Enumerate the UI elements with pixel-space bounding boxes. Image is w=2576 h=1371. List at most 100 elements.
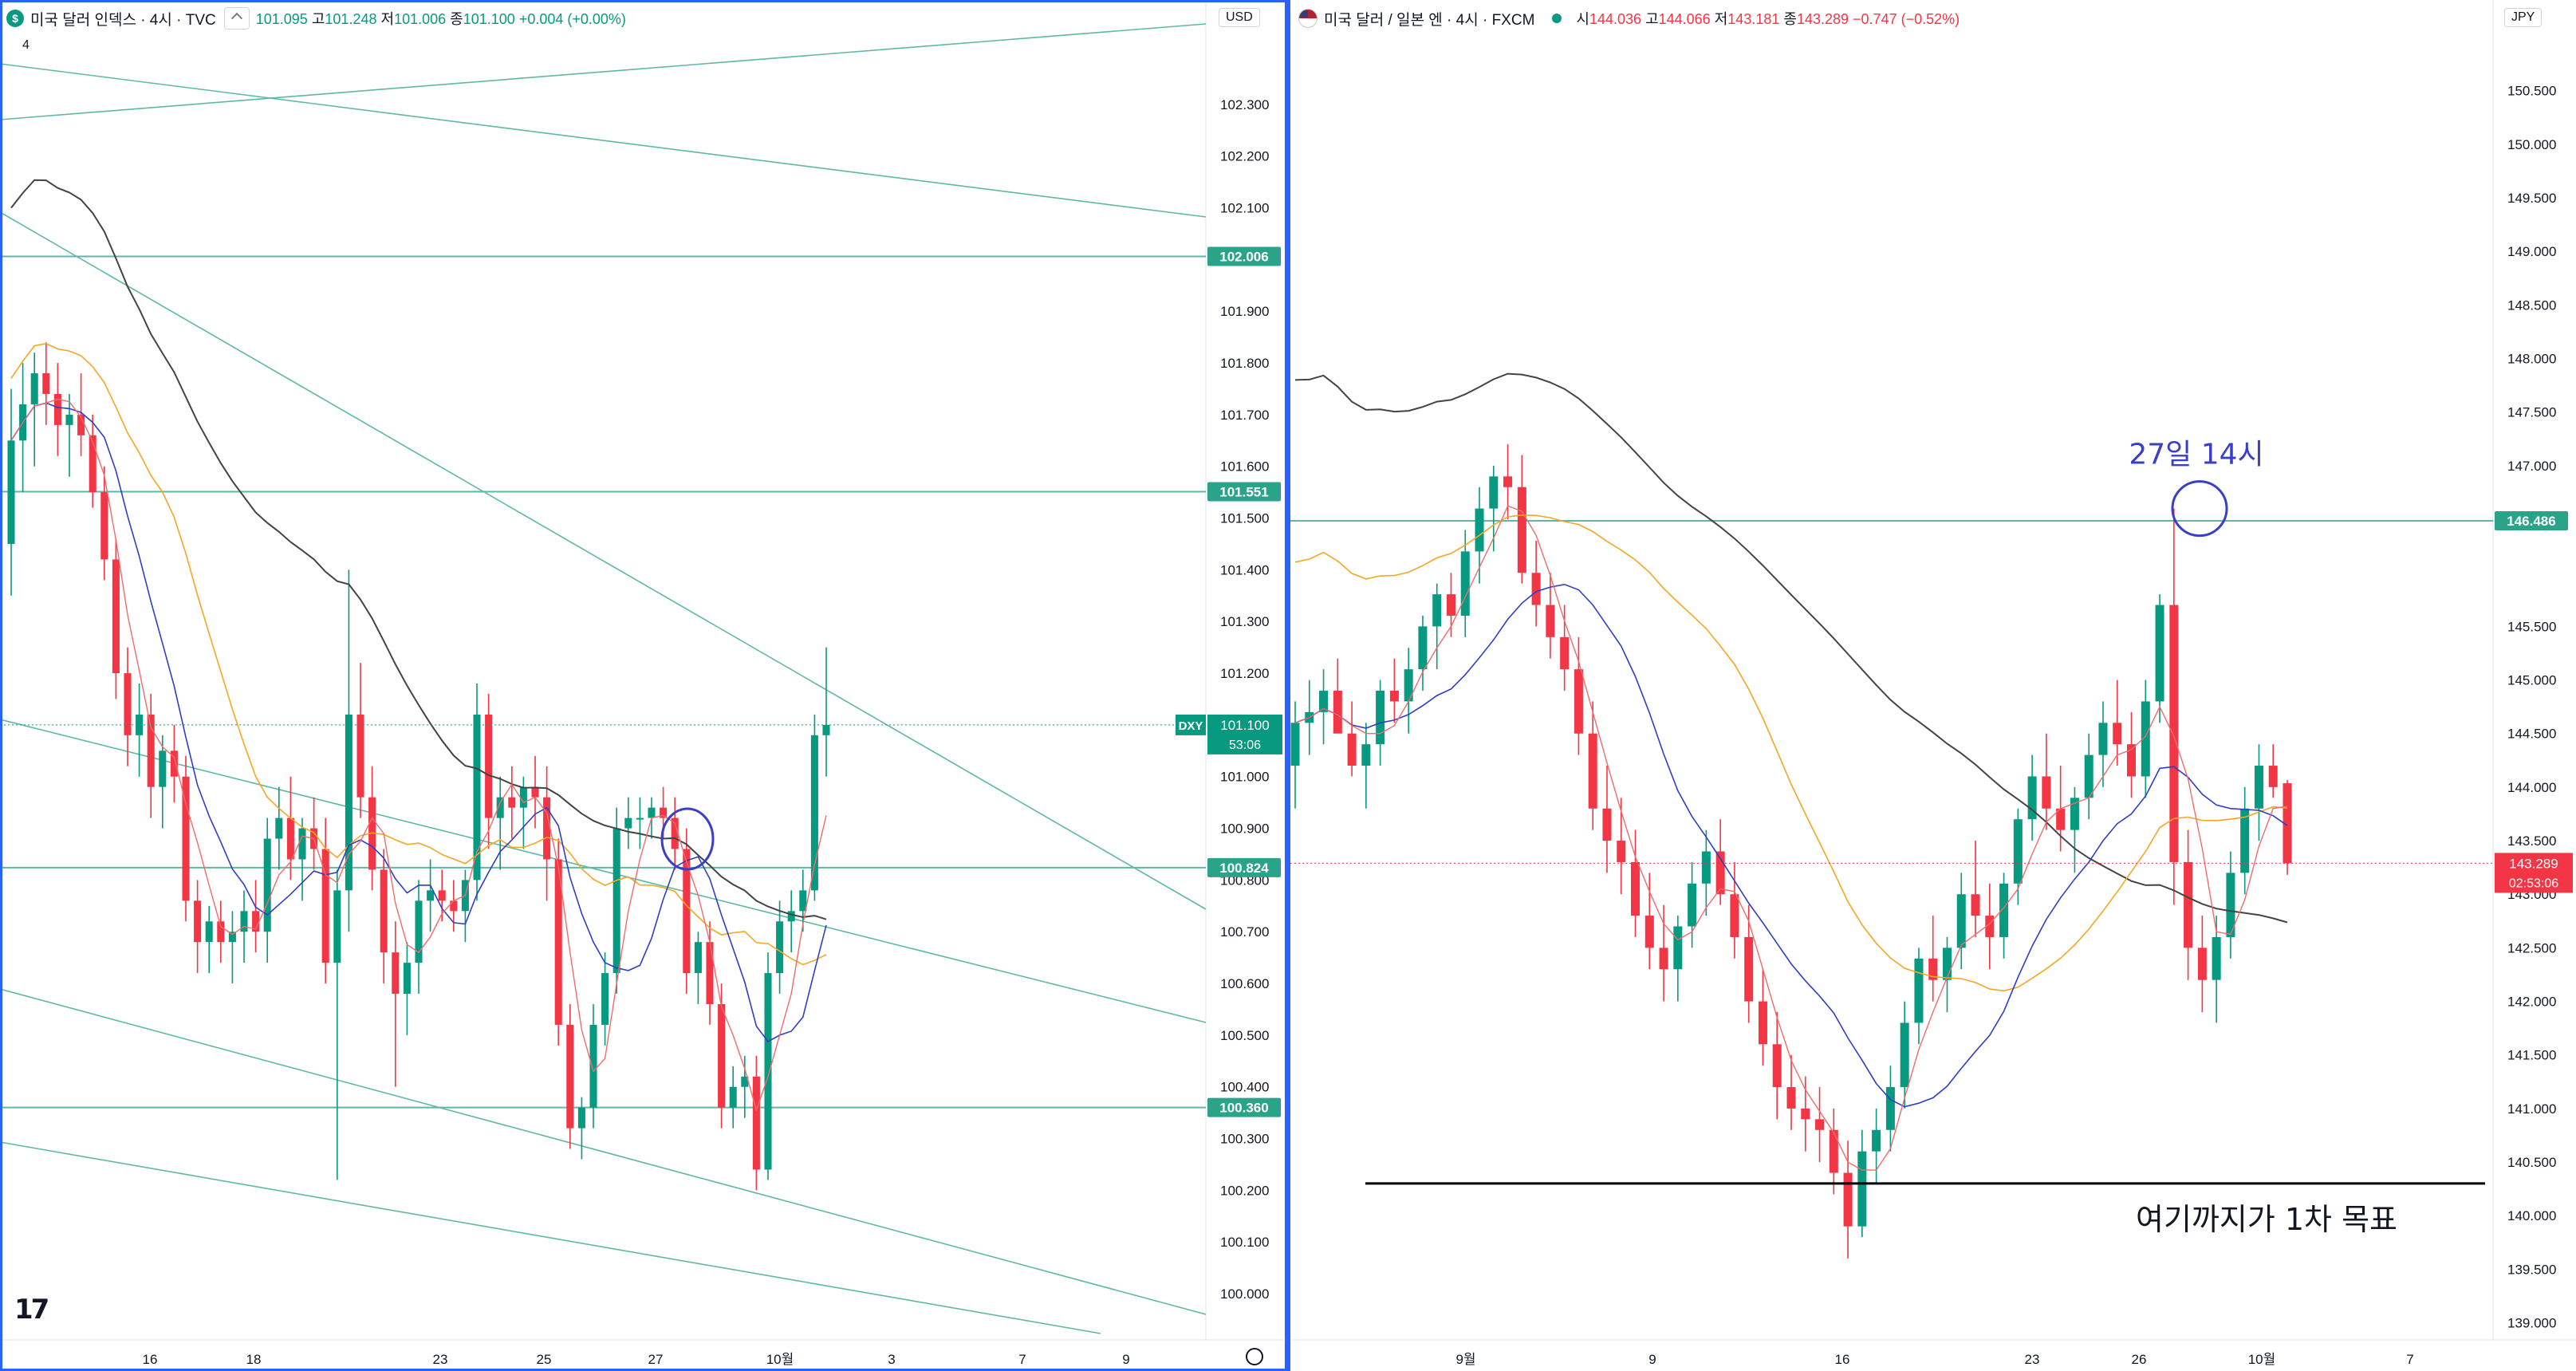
price-tick-label: 100.300 [1220,1132,1269,1147]
ma-blue-line [1294,583,2288,1108]
circle-annotation-text: 27일 14시 [2129,439,2263,471]
candle-body [2268,766,2278,787]
usdjpy-title[interactable]: 미국 달러 / 일본 엔 · 4시 · FXCM [1324,11,1535,29]
candle-body [1999,883,2009,937]
candle-body [694,942,702,974]
level-price-tag [1207,857,1281,877]
candle-body [1531,573,1541,605]
candle-body [1644,916,1654,948]
gear-icon[interactable] [1246,1348,1263,1365]
candle-body [601,973,609,1025]
usdjpy-chart-canvas[interactable]: 150.500 150.000 149.500 149.000 148.500 148.0… [1290,0,2576,1371]
candle-body [2098,723,2108,755]
candle-body [275,817,283,839]
ma-blue-line [10,402,827,1043]
price-tick-label: 101.400 [1220,562,1269,577]
ma-orange-line [1294,514,2288,992]
candle-body [508,797,516,808]
price-tick-label: 142.500 [2507,940,2556,955]
price-tick-label: 101.000 [1220,770,1269,785]
candle-body [822,724,830,735]
candle-body [403,963,411,995]
candle-body [170,751,178,777]
candle-body [159,751,167,787]
dxy-countdown-label: 53:06 [1229,739,1261,752]
price-tick-label: 100.000 [1220,1286,1269,1302]
annotation-circle [660,807,715,871]
usdjpy-chart-panel[interactable]: 150.500 150.000 149.500 149.000 148.500 148.0… [1290,0,2576,1371]
trend-line [0,63,1207,218]
price-tick-label: 144.500 [2507,727,2556,742]
usd-currency-badge[interactable]: USD [1219,8,1260,27]
dxy-symbol-tag [1176,714,1206,735]
candle-body [263,838,271,932]
candle-body [427,890,435,901]
candle-body [1446,594,1455,616]
price-tick-label: 100.200 [1220,1183,1269,1198]
time-tick-label: 9 [1122,1352,1129,1367]
price-tick-label: 147.000 [2507,459,2556,474]
candle-body [286,817,294,860]
price-tick-label: 140.000 [2507,1208,2556,1223]
candle-body [1843,1172,1853,1227]
candle-body [89,435,97,493]
time-tick-label: 27 [648,1352,664,1367]
price-tick-label: 148.500 [2507,297,2556,313]
level-price-label: 101.551 [1219,485,1268,500]
trend-line [0,988,1207,1315]
usdjpy-countdown-label: 02:53:06 [2509,877,2558,890]
usdjpy-ohlc: 시144.036 고144.066 저143.181 종143.289 −0.7… [1576,11,1960,27]
usdjpy-legend: 미국 달러 / 일본 엔 · 4시 · FXCM 시144.036 고144.0… [1298,6,1960,30]
candle-body [706,942,714,1004]
collapse-legend-button[interactable] [223,7,250,30]
candle-body [2155,605,2164,702]
candle-body [136,714,144,735]
market-open-dot-icon [1552,14,1562,23]
candle-body [577,1107,585,1129]
candle-body [147,714,155,787]
candle-body [1418,626,1428,670]
candle-body [1546,605,1555,637]
candle-body [683,849,691,974]
candle-body [1744,936,1754,1002]
dxy-chart-panel[interactable]: 102.300 102.200 102.100 101.900 101.800 101.7… [0,0,1287,1371]
candle-body [787,911,795,922]
ma-red-line [10,398,827,1113]
candle-body [112,559,120,674]
time-tick-label: 7 [2406,1352,2413,1367]
dxy-title[interactable]: 미국 달러 인덱스 · 4시 · TVC [30,11,216,29]
dollar-sign-icon: $ [6,10,24,27]
dxy-legend: $ 미국 달러 인덱스 · 4시 · TVC 101.095 고101.248 … [6,6,626,30]
panel-divider[interactable] [1287,0,1290,1371]
jpy-currency-badge[interactable]: JPY [2504,8,2543,27]
candle-body [1489,476,1499,509]
candle-body [77,414,85,435]
candle-body [1971,894,1980,916]
price-tick-label: 101.600 [1220,459,1269,475]
price-tick-label: 101.200 [1220,666,1269,681]
candle-body [392,952,400,995]
candle-body [1701,851,1711,884]
usdjpy-current-price-tag [2495,853,2573,893]
candle-body [2197,947,2207,980]
candle-body [2127,744,2137,777]
dxy-chart-canvas[interactable]: 102.300 102.200 102.100 101.900 101.800 101.7… [0,0,1287,1371]
candle-body [589,1024,597,1108]
candle-body [1914,958,1924,1023]
candle-body [1290,723,1300,766]
candle-body [1389,691,1399,702]
candle-body [566,1024,574,1129]
candle-body [333,890,341,963]
candle-body [1319,691,1329,712]
price-tick-label: 149.500 [2507,191,2556,206]
time-tick-label: 26 [2132,1352,2147,1367]
price-tick-label: 150.500 [2507,84,2556,99]
candle-body [1900,1022,1909,1088]
candle-body [65,414,73,425]
level-price-tag [1207,482,1281,502]
candle-body [1688,883,1697,927]
level-price-label: 100.360 [1219,1101,1268,1116]
time-tick-label: 23 [2025,1352,2040,1367]
candle-body [217,921,225,943]
candle-body [2141,701,2150,777]
